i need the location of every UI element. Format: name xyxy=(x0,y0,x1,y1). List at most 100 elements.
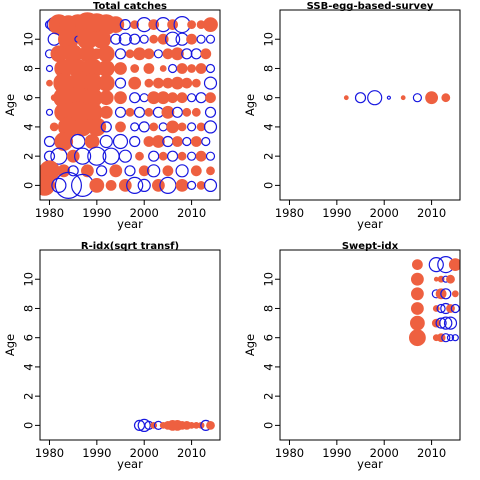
bubble-positive xyxy=(49,122,59,132)
bubble-positive xyxy=(162,165,174,177)
bubble-positive xyxy=(144,107,154,117)
bubble-negative xyxy=(114,106,127,118)
y-tick-label: 8 xyxy=(22,305,36,312)
bubble-positive xyxy=(171,136,183,147)
y-tick-label: 4 xyxy=(262,363,276,370)
bubble-negative xyxy=(129,92,141,104)
bubble-negative xyxy=(129,135,141,148)
bubble-negative xyxy=(412,93,422,103)
y-tick-label: 4 xyxy=(22,363,36,370)
y-tick-label: 2 xyxy=(22,392,36,399)
bubble-positive xyxy=(118,178,132,192)
panel-4: 1980 1990 2000 2010 0 2 4 6 8 10 year Age Swept-idx xyxy=(243,241,461,471)
bubble-positive xyxy=(128,76,142,90)
y-tick-label: 8 xyxy=(262,305,276,312)
x-axis-title: year xyxy=(117,217,143,231)
bubble-positive xyxy=(190,136,202,147)
x-tick-label: 1990 xyxy=(82,446,111,460)
bubble-negative xyxy=(139,93,149,103)
y-tick-label: 2 xyxy=(262,152,276,159)
bubble-negative xyxy=(114,48,127,60)
bubble-positive xyxy=(89,177,105,193)
bubble-negative xyxy=(171,106,183,118)
bubble-positive xyxy=(40,175,56,196)
bubble-positive xyxy=(143,48,155,60)
bubble-positive xyxy=(448,258,460,271)
bubble-negative xyxy=(187,180,197,190)
bubble-negative xyxy=(367,90,383,106)
bubble-negative xyxy=(451,334,459,342)
y-tick-label: 4 xyxy=(262,123,276,130)
bubble-positive xyxy=(410,287,424,301)
y-tick-label: 10 xyxy=(262,272,276,287)
bubble-positive xyxy=(446,304,455,313)
bubble-positive xyxy=(205,92,216,104)
plot-frame xyxy=(39,249,221,441)
bubble-positive xyxy=(149,122,159,132)
bubble-positive xyxy=(446,274,455,284)
x-tick-label: 1980 xyxy=(35,206,64,220)
bubble-negative xyxy=(168,63,178,74)
bubble-negative xyxy=(436,303,446,314)
bubble-positive xyxy=(441,93,451,103)
bubble-negative xyxy=(110,33,122,45)
bubble-positive xyxy=(97,74,115,92)
bubble-positive xyxy=(425,91,439,105)
y-axis-title: Age xyxy=(243,94,257,116)
x-tick-label: 2000 xyxy=(370,446,399,460)
bubble-negative xyxy=(137,418,151,432)
y-tick-label: 0 xyxy=(22,422,36,429)
bubble-negative xyxy=(51,177,67,193)
bubble-positive xyxy=(436,333,446,343)
bubble-negative xyxy=(45,108,54,116)
panel-title: SSB-egg-based-survey xyxy=(307,1,434,12)
bubble-positive xyxy=(177,151,187,161)
x-tick-label: 1980 xyxy=(275,206,304,220)
x-tick-label: 1980 xyxy=(35,446,64,460)
bubble-positive xyxy=(158,151,168,161)
x-tick-label: 2000 xyxy=(130,446,159,460)
y-tick-label: 6 xyxy=(262,94,276,101)
bubble-negative xyxy=(440,288,452,300)
bubble-positive xyxy=(195,63,207,74)
bubble-negative xyxy=(195,92,207,104)
bubble-positive xyxy=(206,420,215,430)
bubble-positive xyxy=(182,107,192,117)
bubble-positive xyxy=(151,135,165,148)
bubble-negative xyxy=(99,134,113,149)
bubble-negative xyxy=(182,136,192,147)
bubble-negative xyxy=(100,121,112,133)
bubble-positive xyxy=(175,178,189,192)
plot-frame xyxy=(279,9,461,201)
bubble-negative xyxy=(205,34,216,44)
bubble-positive xyxy=(195,150,207,162)
bubble-negative xyxy=(443,316,458,330)
bubble-positive xyxy=(66,149,80,163)
bubble-positive xyxy=(114,62,127,75)
bubble-positive xyxy=(92,29,111,49)
bubble-negative xyxy=(439,316,453,330)
bubble-negative xyxy=(354,92,367,104)
y-tick-label: 10 xyxy=(262,32,276,47)
bubbles xyxy=(343,90,451,106)
y-tick-label: 6 xyxy=(262,334,276,341)
bubble-positive xyxy=(411,259,423,271)
y-tick-label: 0 xyxy=(262,422,276,429)
bubble-positive xyxy=(97,60,115,77)
bubble-negative xyxy=(130,122,140,132)
bubble-positive xyxy=(150,421,158,429)
bubble-positive xyxy=(166,120,180,134)
bubble-positive xyxy=(167,19,179,31)
bubble-positive xyxy=(433,276,439,282)
bubble-positive xyxy=(176,92,188,104)
bubble-negative xyxy=(112,133,129,150)
bubble-positive xyxy=(109,164,123,178)
bubble-positive xyxy=(190,165,202,177)
bubble-negative xyxy=(45,64,54,73)
bubble-positive xyxy=(152,77,164,89)
bubble-positive xyxy=(451,290,459,298)
bubble-positive xyxy=(87,117,107,137)
bubble-positive xyxy=(125,49,135,59)
panel-1: 1980 1990 2000 2010 0 2 4 6 8 10 year Age Total catc… xyxy=(3,1,221,231)
